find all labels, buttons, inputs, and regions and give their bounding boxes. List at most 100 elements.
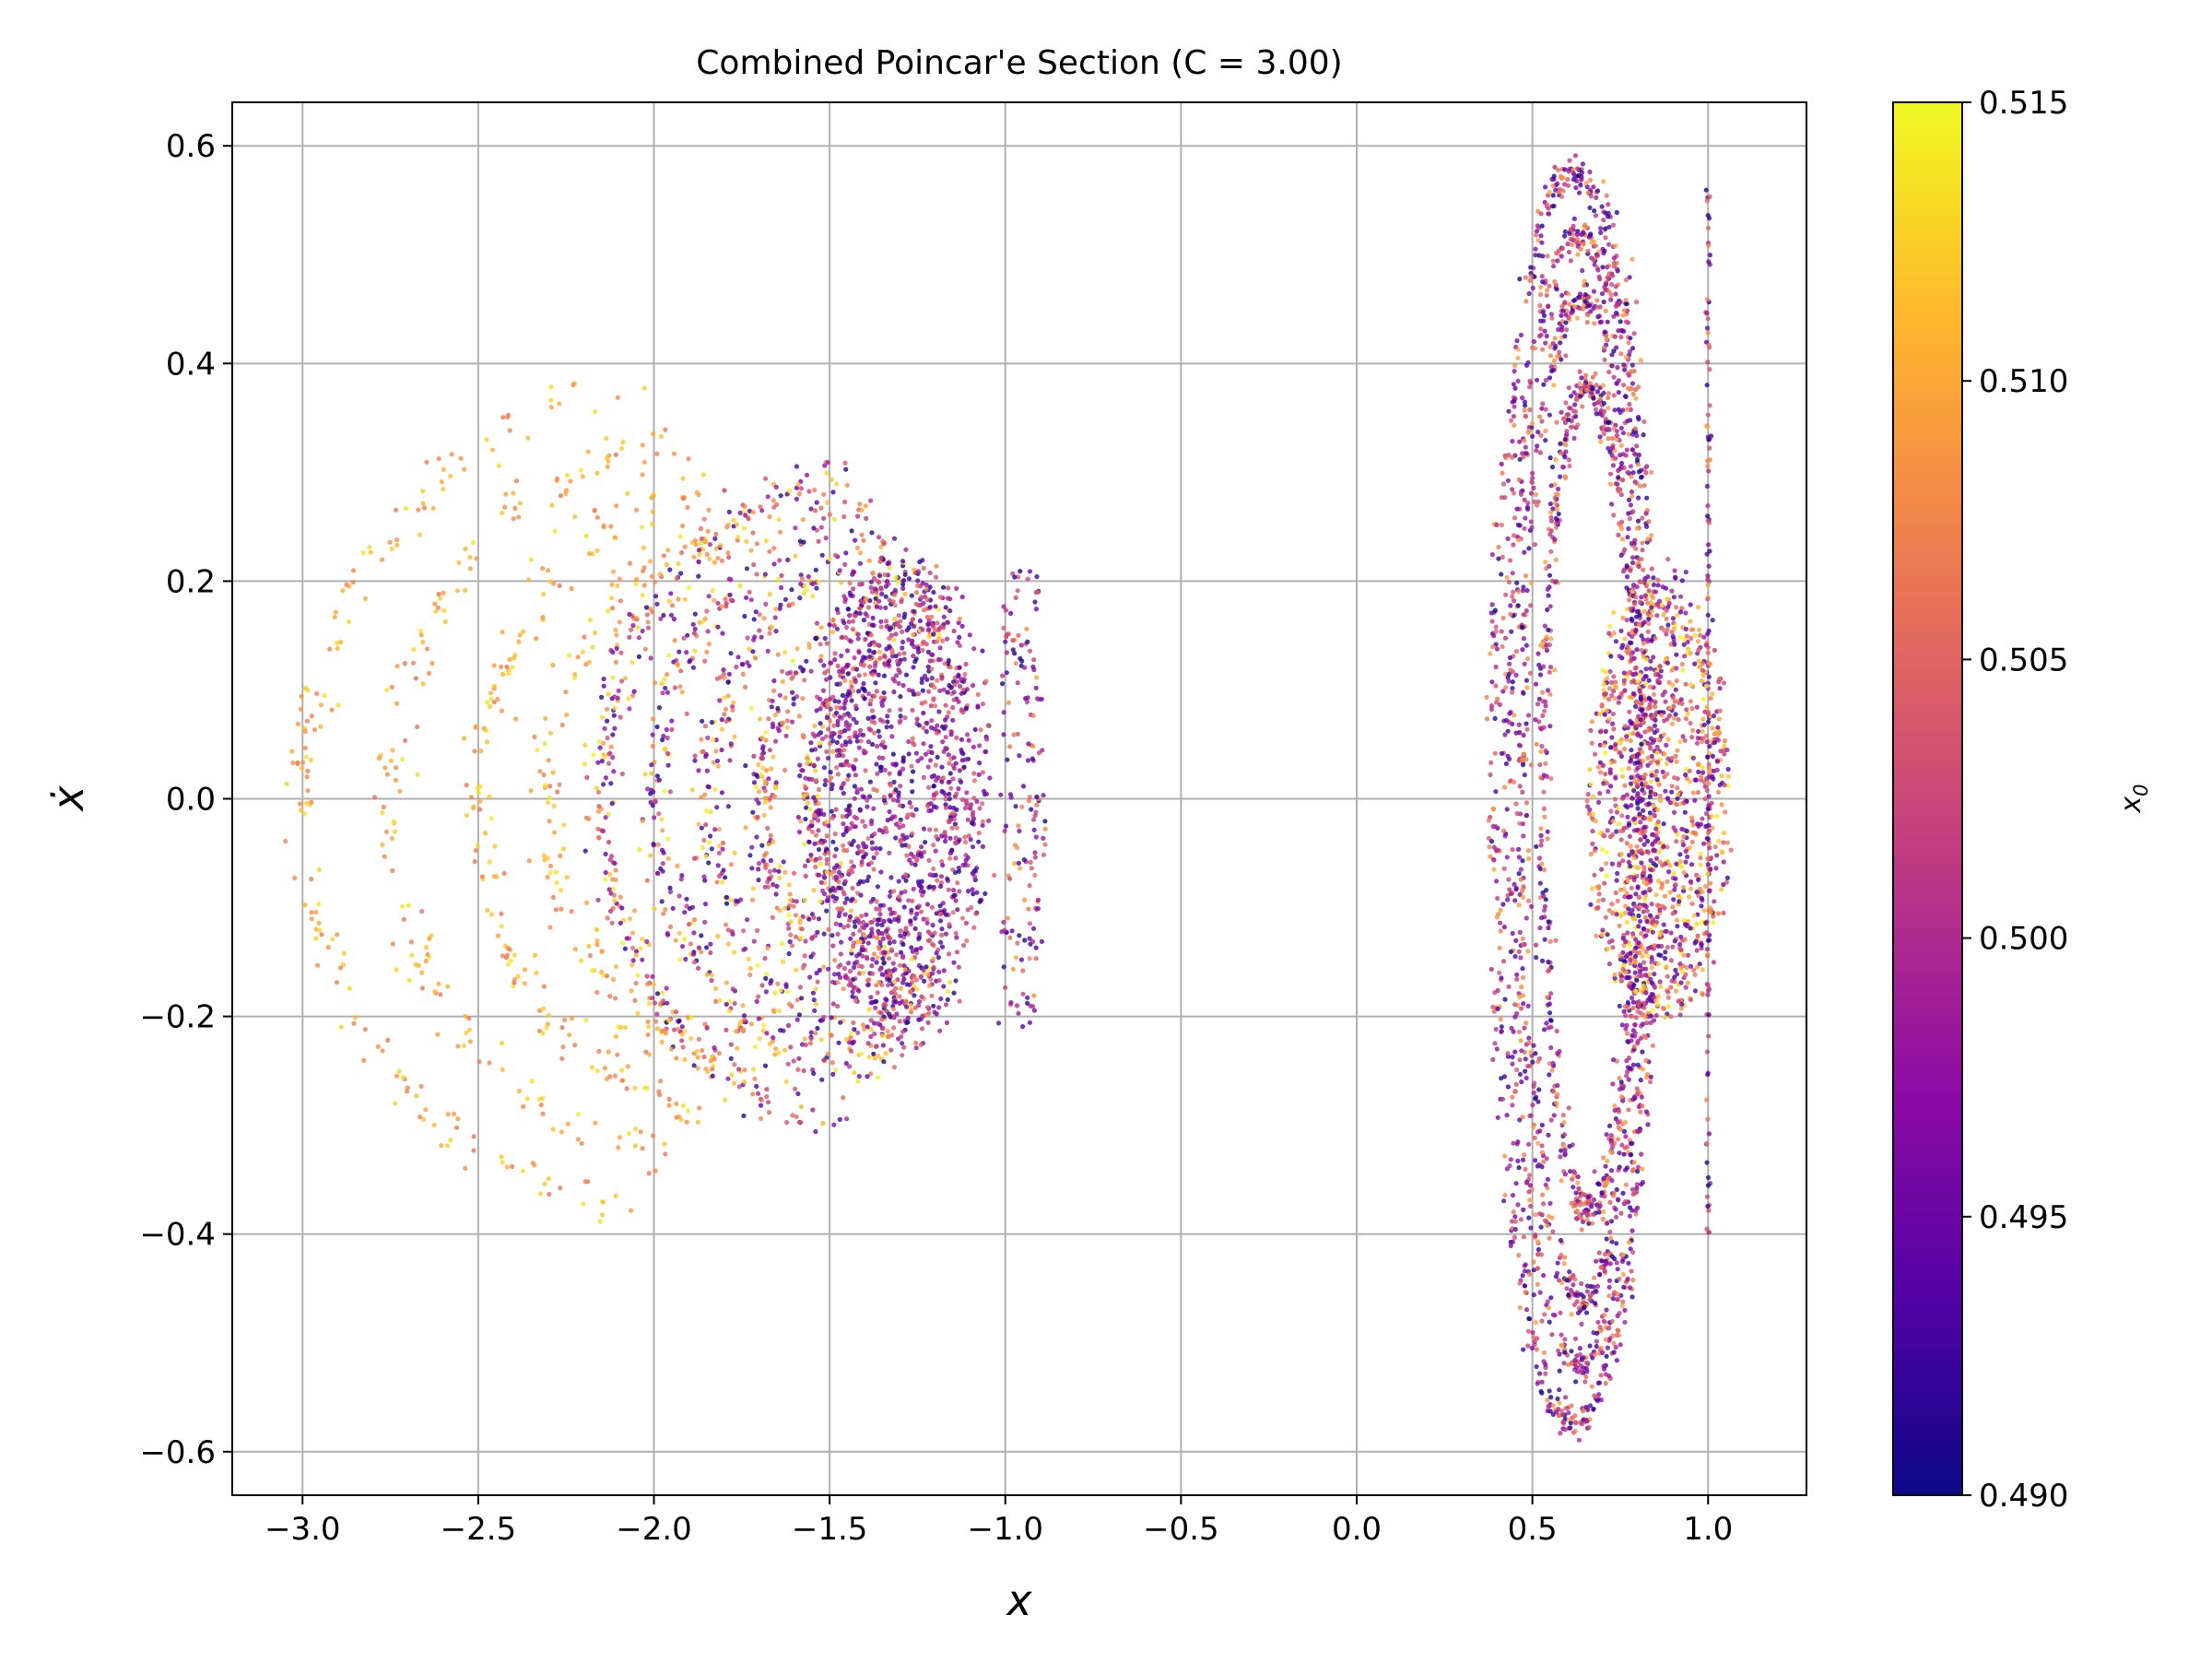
- scatter-point: [1617, 1150, 1621, 1155]
- scatter-point: [1596, 899, 1601, 903]
- scatter-point: [600, 759, 605, 763]
- scatter-point: [395, 664, 400, 668]
- scatter-point: [618, 714, 623, 719]
- scatter-point: [858, 728, 863, 733]
- scatter-point: [1006, 915, 1010, 920]
- scatter-point: [667, 1097, 672, 1102]
- scatter-point: [1642, 903, 1647, 908]
- scatter-point: [807, 975, 812, 980]
- scatter-point: [1595, 1284, 1600, 1289]
- scatter-point: [971, 683, 975, 688]
- scatter-point: [901, 683, 906, 688]
- scatter-point: [900, 833, 905, 838]
- scatter-point: [836, 772, 841, 776]
- scatter-point: [865, 805, 869, 809]
- scatter-point: [948, 818, 953, 822]
- scatter-point: [891, 961, 896, 965]
- scatter-point: [598, 746, 603, 750]
- scatter-point: [1625, 930, 1630, 935]
- scatter-point: [777, 517, 782, 522]
- scatter-point: [1041, 836, 1045, 841]
- scatter-point: [857, 928, 862, 933]
- scatter-point: [1704, 1161, 1709, 1165]
- scatter-point: [1561, 1113, 1566, 1117]
- scatter-point: [1614, 481, 1618, 486]
- scatter-point: [1534, 492, 1538, 497]
- scatter-point: [1706, 468, 1711, 473]
- scatter-point: [826, 460, 830, 465]
- scatter-point: [891, 690, 896, 694]
- scatter-point: [921, 601, 925, 606]
- scatter-point: [1546, 593, 1550, 597]
- scatter-point: [1538, 292, 1543, 297]
- scatter-point: [932, 965, 936, 970]
- scatter-point: [1520, 647, 1524, 652]
- scatter-point: [955, 880, 959, 885]
- scatter-point: [570, 586, 574, 591]
- scatter-point: [794, 646, 799, 651]
- scatter-point: [837, 735, 841, 739]
- scatter-point: [1658, 794, 1663, 798]
- scatter-point: [1711, 776, 1715, 781]
- scatter-point: [943, 717, 947, 722]
- scatter-point: [610, 676, 615, 680]
- scatter-point: [654, 1012, 659, 1017]
- scatter-point: [1519, 878, 1524, 882]
- scatter-point: [841, 748, 846, 752]
- scatter-point: [966, 863, 971, 867]
- scatter-point: [1547, 1388, 1552, 1393]
- scatter-point: [777, 558, 782, 562]
- scatter-point: [845, 648, 850, 653]
- scatter-point: [782, 870, 787, 875]
- scatter-point: [630, 623, 635, 628]
- scatter-point: [955, 826, 959, 831]
- scatter-point: [1675, 802, 1679, 807]
- scatter-point: [642, 385, 647, 390]
- scatter-point: [832, 854, 837, 858]
- scatter-point: [1501, 616, 1506, 620]
- scatter-point: [866, 1008, 871, 1012]
- scatter-point: [1530, 1103, 1535, 1107]
- scatter-point: [1528, 278, 1533, 283]
- scatter-point: [541, 1112, 546, 1116]
- scatter-point: [1547, 1072, 1551, 1077]
- scatter-point: [1526, 1216, 1531, 1221]
- scatter-point: [952, 698, 957, 702]
- scatter-point: [883, 572, 888, 577]
- scatter-point: [1517, 855, 1522, 859]
- scatter-point: [858, 550, 863, 555]
- scatter-point: [642, 583, 647, 587]
- scatter-point: [1712, 648, 1717, 653]
- scatter-point: [842, 461, 847, 466]
- scatter-point: [1652, 692, 1656, 697]
- scatter-point: [1523, 1283, 1527, 1288]
- scatter-point: [837, 1041, 841, 1045]
- scatter-point: [1521, 1158, 1525, 1162]
- scatter-point: [833, 832, 838, 836]
- scatter-point: [555, 478, 559, 483]
- scatter-point: [886, 1029, 890, 1033]
- scatter-point: [863, 824, 867, 829]
- scatter-point: [1538, 285, 1543, 289]
- scatter-point: [865, 955, 869, 960]
- scatter-point: [784, 1079, 789, 1084]
- scatter-point: [1493, 716, 1498, 721]
- scatter-point: [692, 759, 697, 763]
- scatter-point: [559, 1025, 564, 1030]
- scatter-point: [1622, 1152, 1627, 1157]
- scatter-point: [1620, 407, 1625, 412]
- scatter-point: [1608, 1261, 1613, 1266]
- scatter-point: [1602, 345, 1606, 349]
- scatter-point: [1673, 877, 1677, 881]
- scatter-point: [666, 1103, 671, 1108]
- scatter-point: [819, 880, 824, 885]
- scatter-point: [696, 966, 700, 971]
- scatter-point: [652, 982, 656, 986]
- scatter-point: [809, 669, 814, 674]
- scatter-point: [557, 783, 561, 787]
- scatter-point: [674, 1056, 678, 1060]
- scatter-point: [1567, 167, 1571, 171]
- scatter-point: [1524, 608, 1529, 613]
- scatter-point: [1663, 700, 1667, 704]
- scatter-point: [1543, 761, 1547, 766]
